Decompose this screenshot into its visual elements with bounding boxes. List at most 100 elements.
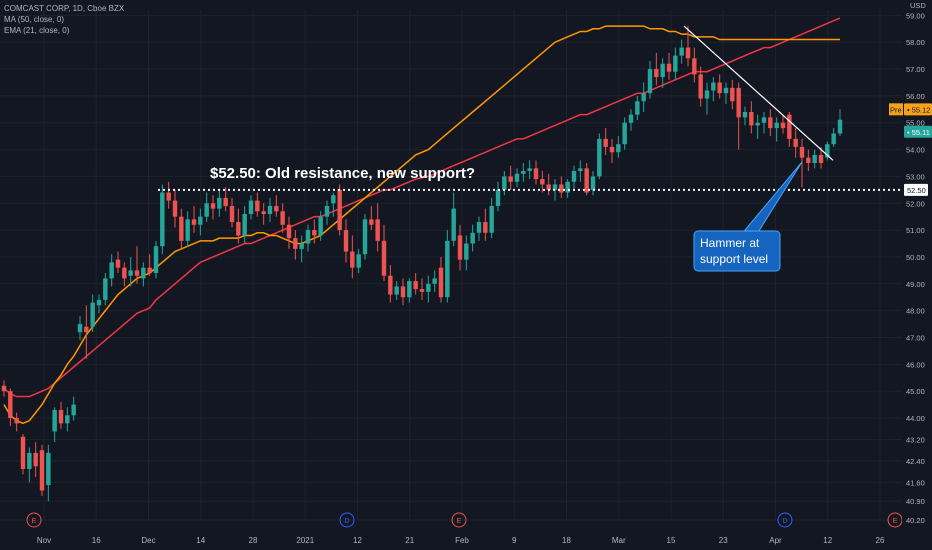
candle-down — [375, 219, 380, 241]
candle-up — [217, 197, 222, 209]
x-tick-label: Apr — [769, 536, 782, 545]
legend-title: COMCAST CORP, 1D, Cboe BZX — [4, 4, 125, 13]
candle-down — [274, 205, 279, 212]
downtrend-line — [683, 25, 834, 161]
y-tick-label: 57.00 — [906, 65, 925, 74]
candle-up — [204, 203, 209, 217]
candle-down — [39, 450, 45, 491]
support-annotation-text: $52.50: Old resistance, new support? — [210, 165, 475, 182]
candle-up — [362, 219, 368, 255]
candle-down — [438, 267, 444, 298]
event-marker-label: D — [344, 518, 349, 525]
ma50-line — [3, 17, 841, 398]
x-tick-label: 21 — [405, 536, 414, 545]
callout-line2: support level — [700, 252, 768, 266]
candle-down — [337, 189, 342, 231]
candle-up — [90, 302, 95, 327]
candle-up — [46, 452, 51, 486]
candle-down — [584, 168, 589, 193]
candle-up — [723, 87, 729, 94]
candle-down — [508, 176, 513, 182]
candle-down — [730, 87, 735, 102]
candle-up — [831, 133, 836, 145]
candle-up — [825, 144, 830, 158]
candle-up — [597, 138, 602, 177]
candle-up — [761, 117, 767, 123]
earnings-marker-icon — [451, 512, 467, 528]
candle-down — [343, 230, 349, 252]
candle-down — [33, 452, 38, 467]
x-tick-label: 26 — [876, 536, 885, 545]
candle-up — [622, 122, 627, 145]
candle-up — [647, 69, 653, 94]
candle-up — [27, 452, 32, 469]
candle-up — [77, 324, 83, 333]
candle-up — [837, 119, 843, 134]
pre-tag-bg — [889, 103, 903, 116]
candle-down — [223, 197, 228, 206]
event-marker-label: E — [457, 518, 462, 525]
y-tick-label: 47.00 — [906, 333, 925, 342]
candle-down — [369, 219, 374, 225]
candle-up — [774, 122, 779, 129]
support-price-tag: 52.50 — [907, 186, 926, 195]
candle-down — [286, 224, 292, 239]
candle-down — [8, 391, 13, 418]
candle-up — [704, 90, 710, 99]
event-marker-label: E — [893, 518, 898, 525]
candle-up — [514, 173, 520, 182]
y-tick-label: 51.00 — [906, 226, 925, 235]
candle-down — [84, 326, 89, 333]
candle-down — [787, 114, 792, 139]
candle-down — [312, 230, 317, 236]
candle-down — [698, 74, 703, 99]
currency-label: USD — [910, 1, 926, 10]
candle-up — [356, 254, 361, 268]
candle-up — [711, 82, 716, 91]
candle-up — [495, 189, 501, 206]
candle-up — [679, 47, 684, 56]
candle-up — [394, 286, 399, 295]
callout-line1: Hammer at — [700, 236, 760, 250]
candle-up — [96, 299, 102, 306]
candle-up — [318, 216, 323, 236]
price-axis[interactable]: 59.00 58.00 57.00 56.00 55.00 54.00 53.00 52.00… — [889, 0, 932, 550]
candle-up — [502, 176, 507, 190]
candle-up — [445, 240, 450, 298]
candle-up — [527, 168, 532, 172]
candle-down — [255, 200, 260, 212]
last-price-tag: • 55.11 — [907, 128, 930, 137]
pre-price-tag: • 55.12 — [907, 105, 930, 114]
y-tick-label: 54.00 — [906, 146, 925, 155]
candle-down — [147, 267, 152, 274]
drawing-overlays: $52.50: Old resistance, new support? Hamm… — [158, 25, 902, 272]
time-axis[interactable]: Nov 16 Dec 14 28 2021 12 21 Feb 9 18 Mar 15 23 Apr 12 26 — [37, 536, 885, 545]
x-tick-label: 18 — [562, 536, 571, 545]
candle-down — [350, 251, 355, 268]
candle-up — [65, 415, 70, 424]
y-tick-label: 50.00 — [906, 253, 925, 262]
y-tick-label: 56.00 — [906, 92, 925, 101]
y-tick-label: 40.20 — [906, 516, 925, 525]
candle-down — [122, 267, 127, 279]
candlestick-series — [1, 26, 843, 502]
candle-up — [476, 222, 482, 233]
candle-up — [407, 281, 412, 298]
candle-down — [210, 203, 216, 209]
candle-up — [242, 214, 247, 236]
candle-down — [483, 222, 488, 233]
candle-up — [185, 219, 190, 241]
callout-box — [693, 230, 781, 272]
candle-down — [400, 286, 406, 298]
candle-down — [381, 240, 387, 276]
candle-up — [470, 232, 475, 244]
candle-up — [141, 267, 146, 279]
candle-down — [685, 47, 691, 59]
candle-down — [236, 222, 241, 236]
x-tick-label: 28 — [249, 536, 258, 545]
x-tick-label: 16 — [92, 536, 101, 545]
candle-up — [103, 278, 108, 300]
y-tick-label: 59.00 — [906, 11, 925, 20]
